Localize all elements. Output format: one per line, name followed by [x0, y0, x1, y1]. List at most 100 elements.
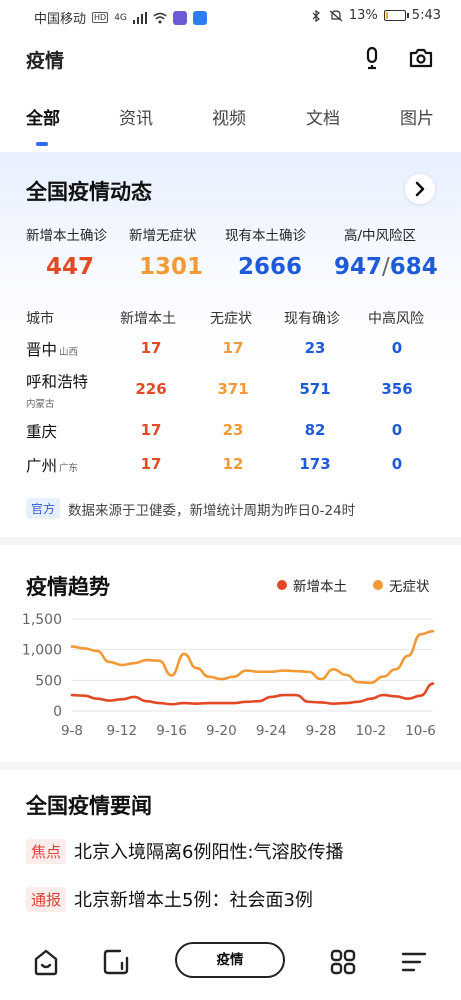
hd-badge: HD	[92, 12, 109, 23]
stat-label-risk: 高/中风险区	[344, 228, 417, 244]
tab-bar: 全部 资讯 视频 文档 图片	[0, 96, 461, 144]
page-title: 疫情	[26, 50, 65, 72]
news-tag: 通报	[26, 886, 67, 912]
y-tick-label: 1,000	[22, 643, 62, 659]
y-tick-label: 0	[53, 704, 62, 720]
x-tick-label: 10-6	[405, 723, 436, 739]
cell-risk: 0	[391, 421, 403, 439]
tab-all[interactable]: 全部	[26, 109, 60, 129]
col-header-city: 城市	[26, 311, 54, 327]
wifi-icon	[153, 12, 167, 23]
battery-percent: 13%	[348, 8, 378, 23]
network-label: 4G	[114, 12, 127, 23]
status-left: 中国移动 HD 4G	[34, 8, 207, 27]
battery-fill	[385, 12, 389, 19]
source-text: 数据来源于卫健委，新增统计周期为昨日0-24时	[68, 502, 356, 519]
stat-separator: /	[382, 254, 390, 280]
cell-existing: 23	[304, 339, 326, 357]
app-header: 疫情	[0, 36, 461, 80]
stat-label-asymptomatic: 新增无症状	[129, 228, 197, 244]
news-card: 全国疫情要闻 焦点 北京入境隔离6例阳性:气溶胶传播 通报 北京新增本土5例：社…	[0, 770, 461, 930]
city-name: 晋中	[26, 341, 58, 359]
cell-new-local: 17	[140, 455, 162, 473]
stat-value-high-risk: 947	[334, 254, 383, 280]
stat-value-asymptomatic: 1301	[139, 254, 204, 280]
x-tick-label: 9-16	[156, 723, 187, 739]
col-header-existing: 现有确诊	[284, 311, 340, 327]
row-city: 广州 广东	[26, 454, 78, 476]
home-icon[interactable]	[30, 946, 62, 978]
stat-label-new-local: 新增本土确诊	[26, 228, 107, 244]
row-city: 重庆	[26, 420, 57, 442]
x-tick-label: 10-2	[355, 723, 386, 739]
legend-dot	[277, 580, 287, 590]
series-line-new-local	[70, 682, 435, 706]
cell-new-local: 17	[140, 339, 162, 357]
mute-icon	[329, 9, 343, 21]
cell-risk: 0	[391, 339, 403, 357]
center-tab-button[interactable]: 疫情	[175, 942, 285, 978]
cell-asymptomatic: 17	[222, 339, 244, 357]
col-header-risk: 中高风险	[368, 311, 424, 327]
stat-value-new-local: 447	[46, 254, 95, 280]
legend-label: 无症状	[389, 579, 430, 595]
section-divider	[0, 537, 461, 545]
news-item[interactable]: 通报 北京新增本土5例：社会面3例	[26, 886, 313, 912]
province-name: 广东	[59, 463, 79, 474]
official-badge: 官方	[26, 498, 61, 519]
section-divider	[0, 762, 461, 770]
news-item[interactable]: 焦点 北京入境隔离6例阳性:气溶胶传播	[26, 838, 344, 864]
news-headline: 北京新增本土5例：社会面3例	[74, 890, 313, 911]
carrier-label: 中国移动	[34, 12, 87, 27]
signal-icon	[132, 11, 147, 24]
tab-active-indicator	[36, 142, 48, 146]
tab-news[interactable]: 资讯	[119, 109, 153, 129]
cell-risk: 356	[381, 380, 413, 398]
camera-icon[interactable]	[408, 46, 434, 70]
overview-card: 全国疫情动态 新增本土确诊 新增无症状 现有本土确诊 高/中风险区 447 13…	[0, 152, 461, 535]
cell-asymptomatic: 23	[222, 421, 244, 439]
cell-new-local: 226	[135, 380, 167, 398]
source-note: 官方 数据来源于卫健委，新增统计周期为昨日0-24时	[26, 498, 355, 519]
legend-item-new-local: 新增本土	[277, 575, 347, 595]
x-tick-label: 9-20	[206, 723, 237, 739]
city-name: 重庆	[26, 423, 58, 441]
grid-icon[interactable]	[327, 946, 359, 978]
y-tick-label: 500	[35, 673, 62, 689]
col-header-new-local: 新增本土	[120, 311, 176, 327]
stat-value-risk: 947/684	[334, 254, 438, 280]
clock: 5:43	[411, 8, 441, 23]
stat-label-existing: 现有本土确诊	[225, 228, 306, 244]
status-bar: 中国移动 HD 4G 13% 5:43	[0, 0, 461, 32]
app-notification-icon-2	[192, 10, 207, 25]
city-name: 呼和浩特	[26, 373, 89, 391]
cell-new-local: 17	[140, 421, 162, 439]
tab-images[interactable]: 图片	[400, 109, 434, 129]
bluetooth-icon	[312, 9, 320, 22]
news-title: 全国疫情要闻	[26, 794, 152, 818]
stat-value-existing: 2666	[238, 254, 303, 280]
province-name: 山西	[59, 347, 79, 358]
chevron-right-icon[interactable]	[405, 174, 435, 204]
cell-existing: 82	[304, 421, 326, 439]
microphone-icon[interactable]	[360, 46, 384, 70]
province-name: 内蒙古	[26, 399, 55, 410]
menu-icon[interactable]	[398, 946, 430, 978]
battery-icon	[383, 10, 409, 21]
row-city: 晋中 山西	[26, 338, 78, 360]
x-tick-label: 9-28	[306, 723, 337, 739]
tab-docs[interactable]: 文档	[306, 109, 340, 129]
cell-risk: 0	[391, 455, 403, 473]
bottom-nav: 疫情	[0, 936, 461, 1000]
app-notification-icon	[172, 10, 187, 25]
window-icon[interactable]	[100, 946, 132, 978]
x-tick-label: 9-8	[61, 723, 83, 739]
x-tick-label: 9-24	[256, 723, 287, 739]
legend-dot	[373, 580, 383, 590]
stat-value-mid-risk: 684	[389, 254, 438, 280]
status-right: 13% 5:43	[309, 8, 441, 23]
trend-chart[interactable]: 0 500 1,000 1,500 9-8 9-12 9-16 9-20 9-24 9-28 10-…	[0, 611, 461, 761]
cell-existing: 571	[299, 380, 331, 398]
trend-title: 疫情趋势	[26, 575, 110, 599]
tab-video[interactable]: 视频	[212, 109, 246, 129]
